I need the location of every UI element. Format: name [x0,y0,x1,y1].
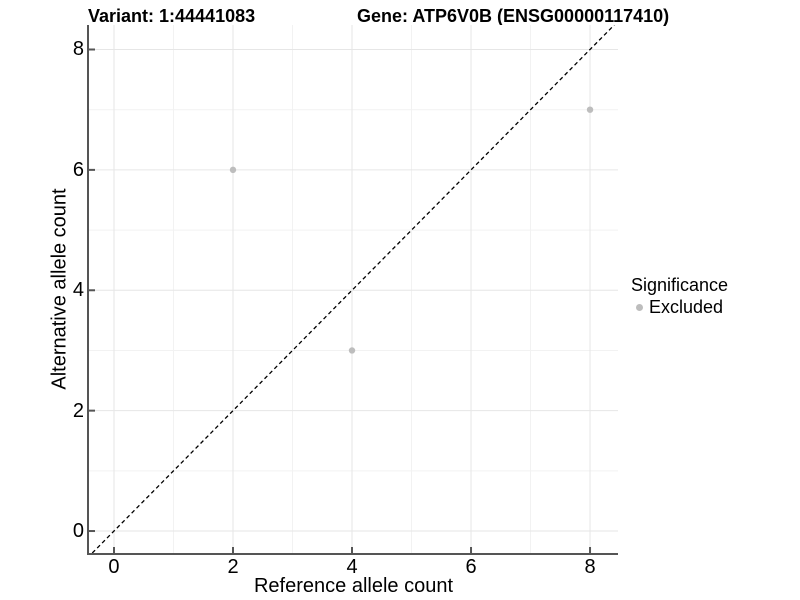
variant-title: Variant: 1:44441083 [88,6,256,26]
x-tick-label: 8 [584,556,596,578]
y-tick-label: 2 [72,399,84,422]
y-axis-title: Alternative allele count [48,188,71,390]
x-axis-title: Reference allele count [253,575,453,597]
data-point [229,166,237,174]
legend: Significance Excluded [631,274,728,317]
x-tick-label: 4 [346,556,358,578]
y-tick-label: 0 [72,520,84,543]
legend-item-excluded: Excluded [631,297,728,317]
data-point [348,347,356,354]
x-tick-label: 6 [465,556,477,578]
plot-panel [87,25,618,555]
excluded-point-icon [636,303,643,311]
x-tick-label: 2 [227,556,239,578]
x-tick-label: 0 [108,556,120,578]
identity-dashed-line [91,25,615,553]
legend-item-label: Excluded [649,297,724,317]
legend-title: Significance [631,275,729,295]
data-point [586,106,594,113]
gene-title: Gene: ATP6V0B (ENSG00000117410) [357,6,670,26]
y-tick-label: 8 [72,38,84,61]
y-tick-label: 4 [72,279,84,302]
y-tick-label: 6 [72,158,84,181]
plot-canvas [89,25,618,553]
